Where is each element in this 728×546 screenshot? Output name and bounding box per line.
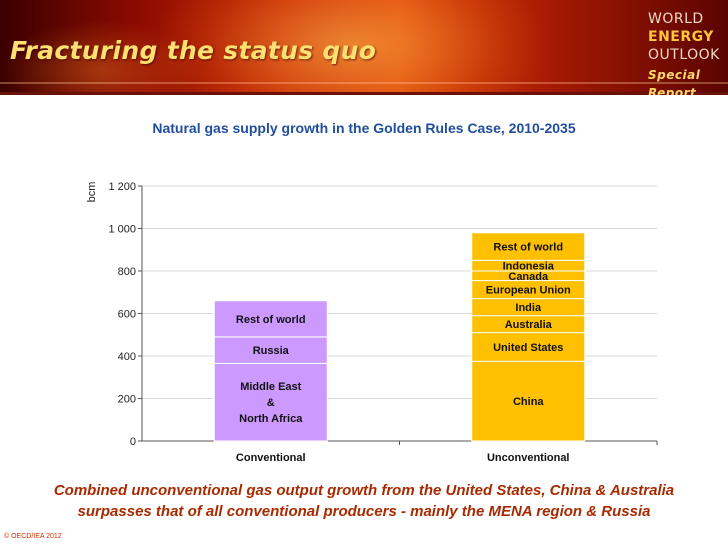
chart-title: Natural gas supply growth in the Golden … bbox=[152, 120, 576, 136]
bar-segment bbox=[471, 232, 586, 261]
copyright-notice: © OECD/IEA 2012 bbox=[4, 533, 62, 540]
segment-label: United States bbox=[493, 342, 563, 354]
segment-label: Russia bbox=[253, 345, 290, 357]
x-category-label: Unconventional bbox=[487, 452, 570, 464]
weo-logo: WORLD ENERGY OUTLOOK Special Report bbox=[648, 10, 728, 95]
segment-label: Indonesia bbox=[503, 261, 555, 273]
bar-segment bbox=[213, 300, 328, 338]
y-tick-label: 600 bbox=[118, 309, 136, 321]
banner-line bbox=[0, 82, 728, 84]
segment-label: China bbox=[513, 396, 544, 408]
logo-line-world: WORLD bbox=[648, 11, 704, 27]
bar-segment bbox=[471, 332, 586, 362]
segment-label: European Union bbox=[486, 285, 571, 297]
y-tick-label: 200 bbox=[118, 394, 136, 406]
segment-label: & bbox=[267, 397, 275, 409]
x-category-label: Conventional bbox=[236, 452, 306, 464]
header-banner: Fracturing the status quo WORLD ENERGY O… bbox=[0, 0, 728, 95]
bar-segment bbox=[213, 362, 328, 442]
y-axis-label: bcm bbox=[86, 182, 98, 203]
bar-segment bbox=[471, 360, 586, 442]
segment-label: Rest of world bbox=[493, 242, 563, 254]
logo-line-outlook: OUTLOOK bbox=[648, 47, 720, 63]
logo-line-energy: ENERGY bbox=[648, 29, 714, 45]
banner-bottom-line bbox=[0, 92, 728, 95]
y-tick-label: 1 200 bbox=[108, 181, 136, 193]
y-tick-label: 0 bbox=[130, 436, 136, 448]
slide-title: Fracturing the status quo bbox=[10, 36, 377, 65]
logo-line-special-report: Special Report bbox=[648, 68, 701, 95]
segment-label: Middle East bbox=[240, 381, 301, 393]
segment-label: India bbox=[515, 302, 542, 314]
caption-line-2: surpasses that of all conventional produ… bbox=[77, 503, 651, 520]
segment-label: Canada bbox=[508, 271, 549, 283]
banner-glow bbox=[160, 0, 540, 95]
segment-label: North Africa bbox=[239, 413, 303, 425]
y-tick-label: 400 bbox=[118, 351, 136, 363]
segment-label: Australia bbox=[505, 319, 553, 331]
y-tick-label: 1 000 bbox=[108, 224, 136, 236]
segment-label: Rest of world bbox=[236, 314, 306, 326]
caption-line-1: Combined unconventional gas output growt… bbox=[53, 482, 675, 499]
y-tick-label: 800 bbox=[118, 266, 136, 278]
banner-glow bbox=[0, 20, 200, 95]
slide-caption: Combined unconventional gas output growt… bbox=[0, 480, 728, 522]
